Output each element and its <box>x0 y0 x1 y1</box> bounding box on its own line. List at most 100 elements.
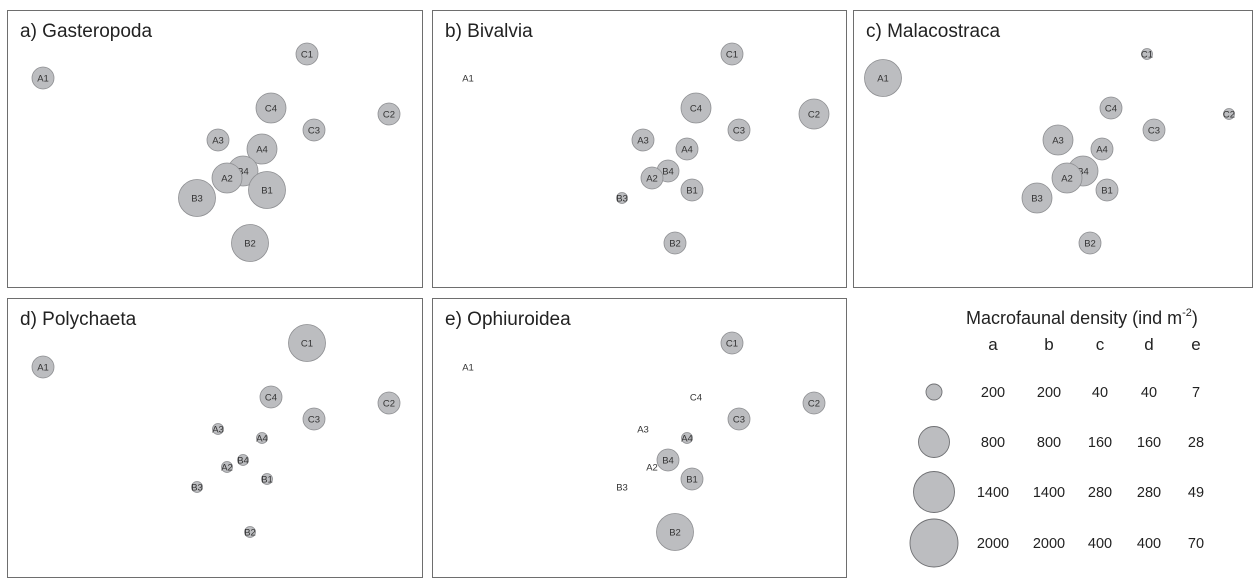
legend-value-2-e: 28 <box>1188 435 1204 451</box>
bubble-a-a3 <box>206 128 230 152</box>
bubble-e-c1 <box>720 331 744 355</box>
panel-title-b: b) Bivalvia <box>445 21 533 42</box>
station-label-b-c2: C2 <box>808 110 820 121</box>
bubble-b-c4 <box>680 92 712 124</box>
bubble-a-c3 <box>302 118 326 142</box>
station-label-b-b3: B3 <box>616 194 628 205</box>
station-label-c-a4: A4 <box>1096 145 1108 156</box>
station-label-c-b2: B2 <box>1084 239 1096 250</box>
station-label-b-c1: C1 <box>726 50 738 61</box>
station-label-a-a2: A2 <box>221 174 233 185</box>
station-label-d-c2: C2 <box>383 399 395 410</box>
bubble-a-c4 <box>255 92 287 124</box>
panel-title-c: c) Malacostraca <box>866 21 1001 42</box>
panel-title-e: e) Ophiuroidea <box>445 309 571 330</box>
bubble-c-c3 <box>1142 118 1166 142</box>
legend-value-4-b: 2000 <box>1033 536 1065 552</box>
station-label-b-a2: A2 <box>646 174 658 185</box>
station-label-c-c4: C4 <box>1105 104 1117 115</box>
legend-column-e: e <box>1191 335 1200 354</box>
bubble-d-c3 <box>302 407 326 431</box>
station-label-a-a1: A1 <box>37 74 49 85</box>
station-label-e-b2: B2 <box>669 528 681 539</box>
station-label-e-a4: A4 <box>681 434 693 445</box>
station-label-a-b2: B2 <box>244 239 256 250</box>
station-label-b-b2: B2 <box>669 239 681 250</box>
legend-graphic: Macrofaunal density (ind m-2) a b c d e 200 20… <box>909 307 1204 568</box>
bubble-a-c2 <box>377 102 401 126</box>
station-label-c-c1: C1 <box>1141 50 1153 61</box>
legend-value-2-c: 160 <box>1088 435 1112 451</box>
station-label-a-c4: C4 <box>265 104 277 115</box>
station-label-e-c2: C2 <box>808 399 820 410</box>
legend-value-1-c: 40 <box>1092 385 1108 401</box>
legend-title-close: ) <box>1192 308 1198 328</box>
bubble-b-a2 <box>640 166 664 190</box>
station-label-d-a4: A4 <box>256 434 268 445</box>
station-label-d-b3: B3 <box>191 483 203 494</box>
bubble-e-c2 <box>802 391 826 415</box>
bubble-a-a4 <box>246 133 278 165</box>
size-legend: Macrofaunal density (ind m-2) a b c d e 200 20… <box>850 298 1254 573</box>
station-label-a-a3: A3 <box>212 136 224 147</box>
plot-e: A1 C1 C4 C2 C3 A3 A4 B4 A2 B1 B3 B2 <box>462 331 826 551</box>
bubble-d-a4 <box>256 432 268 444</box>
legend-value-1-e: 7 <box>1192 385 1200 401</box>
station-label-b-b4: B4 <box>662 167 674 178</box>
bubble-a-b1 <box>248 171 286 209</box>
bubble-a-a1 <box>31 66 55 90</box>
station-label-c-a1: A1 <box>877 74 889 85</box>
bubble-b-c2 <box>798 98 830 130</box>
legend-value-2-a: 800 <box>981 435 1005 451</box>
station-label-d-c3: C3 <box>308 415 320 426</box>
panel-c: A1 C1 C4 C2 C3 A3 A4 B4 A2 B1 B3 B2 c) Malacostraca <box>853 10 1253 288</box>
bubble-a-c1 <box>295 42 319 66</box>
station-label-e-c1: C1 <box>726 339 738 350</box>
legend-value-3-d: 280 <box>1137 485 1161 501</box>
legend-value-3-a: 1400 <box>977 485 1009 501</box>
plot-c: A1 C1 C4 C2 C3 A3 A4 B4 A2 B1 B3 B2 <box>864 48 1235 255</box>
station-label-d-c4: C4 <box>265 393 277 404</box>
bubble-d-b4 <box>237 454 249 466</box>
legend-body: a b c d e 200 200 40 40 7 800 800 160 160 28 1400 1400 28… <box>909 335 1204 568</box>
bubble-a-b2 <box>231 224 269 262</box>
station-label-e-a3: A3 <box>637 425 649 436</box>
legend-title-text: Macrofaunal density (ind m <box>966 308 1182 328</box>
station-label-a-c2: C2 <box>383 110 395 121</box>
station-label-c-a3: A3 <box>1052 136 1064 147</box>
legend-value-4-c: 400 <box>1088 536 1112 552</box>
legend-column-a: a <box>988 335 998 354</box>
bubble-d-b3 <box>191 481 203 493</box>
legend-value-2-b: 800 <box>1037 435 1061 451</box>
legend-bubble-1 <box>925 383 943 401</box>
station-label-b-c3: C3 <box>733 126 745 137</box>
station-label-a-a4: A4 <box>256 145 268 156</box>
legend-column-d: d <box>1144 335 1153 354</box>
bubble-d-c1 <box>288 324 326 362</box>
bubble-d-c2 <box>377 391 401 415</box>
legend-value-3-e: 49 <box>1188 485 1204 501</box>
legend-value-4-d: 400 <box>1137 536 1161 552</box>
legend-value-1-d: 40 <box>1141 385 1157 401</box>
plot-a: A1 C1 C4 C2 C3 A3 A4 B4 A2 B1 B3 B2 <box>31 42 401 262</box>
plot-d: A1 C1 C4 C2 C3 A3 A4 B4 A2 B1 B3 B2 <box>31 324 401 539</box>
panel-b: A1 C1 C4 C2 C3 A3 A4 B4 A2 B1 B3 B2 b) Bivalvia <box>432 10 847 288</box>
station-label-d-a2: A2 <box>221 463 233 474</box>
station-label-e-b3: B3 <box>616 483 628 494</box>
bubble-a-a2 <box>211 162 243 194</box>
bubble-b-b2 <box>663 231 687 255</box>
station-label-a-c3: C3 <box>308 126 320 137</box>
bubble-b-c3 <box>727 118 751 142</box>
station-label-e-b1: B1 <box>686 475 698 486</box>
legend-bubble-4 <box>909 518 959 568</box>
legend-value-1-a: 200 <box>981 385 1005 401</box>
station-label-b-a1: A1 <box>462 74 474 85</box>
bubble-d-a2 <box>221 461 233 473</box>
station-label-c-c3: C3 <box>1148 126 1160 137</box>
station-label-e-c4: C4 <box>690 393 702 404</box>
bubble-c-c1 <box>1141 48 1153 60</box>
bubble-d-a1 <box>31 355 55 379</box>
legend-value-3-b: 1400 <box>1033 485 1065 501</box>
legend-value-2-d: 160 <box>1137 435 1161 451</box>
station-label-c-b4: B4 <box>1077 167 1089 178</box>
